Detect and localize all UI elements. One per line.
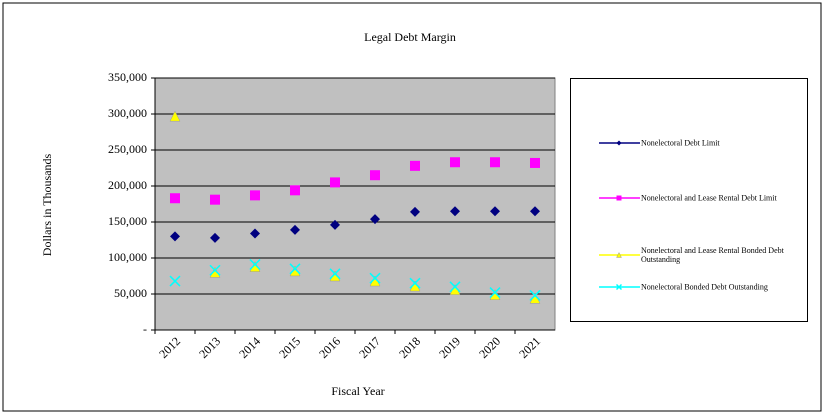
marker	[410, 160, 420, 171]
marker	[169, 275, 181, 287]
y-tick-label: 200,000	[108, 178, 147, 192]
marker	[615, 283, 623, 291]
chart-title: Legal Debt Margin	[364, 30, 456, 44]
marker	[490, 206, 500, 217]
legend-swatch	[599, 251, 640, 258]
marker	[530, 157, 540, 168]
y-tick-label: 50,000	[114, 286, 147, 300]
marker	[210, 232, 220, 243]
marker	[330, 177, 340, 188]
marker	[250, 228, 260, 239]
y-tick-label: 250,000	[108, 142, 147, 156]
marker	[409, 277, 421, 289]
marker	[616, 195, 622, 201]
marker	[410, 206, 420, 217]
marker	[290, 185, 300, 196]
y-axis-label: Dollars in Thousands	[40, 153, 54, 256]
y-tick-label: 300,000	[108, 106, 147, 120]
marker	[329, 268, 341, 280]
marker	[490, 157, 500, 168]
marker	[330, 219, 340, 230]
marker	[209, 264, 221, 276]
marker	[529, 289, 541, 301]
legend-swatch	[599, 140, 640, 146]
marker	[170, 193, 180, 204]
marker	[450, 206, 460, 217]
marker	[170, 231, 180, 242]
marker	[450, 157, 460, 168]
marker	[289, 263, 301, 275]
legend-label: Nonelectoral and Lease Rental Debt Limit	[641, 193, 777, 203]
legend-swatch	[599, 283, 640, 291]
y-tick-label: 100,000	[108, 250, 147, 264]
marker	[489, 287, 501, 299]
x-axis-label: Fiscal Year	[331, 384, 384, 398]
marker	[249, 258, 261, 271]
marker	[290, 224, 300, 235]
marker	[169, 110, 181, 122]
marker	[370, 170, 380, 181]
marker	[449, 281, 461, 293]
marker	[370, 214, 380, 225]
marker	[369, 272, 381, 284]
marker	[616, 140, 622, 146]
marker	[530, 206, 540, 217]
legend-label: Nonelectoral Debt Limit	[641, 138, 720, 148]
y-tick-label: -	[143, 322, 147, 336]
marker	[616, 251, 622, 258]
y-tick-label: 150,000	[108, 214, 147, 228]
y-tick-label: 350,000	[108, 70, 147, 84]
legend-swatch	[599, 195, 640, 201]
marker	[250, 190, 260, 201]
legend: Nonelectoral Debt Limit Nonelectoral and …	[570, 78, 808, 322]
marker	[210, 194, 220, 205]
legend-label: Nonelectoral and Lease Rental Bonded Deb…	[641, 246, 784, 264]
legend-label: Nonelectoral Bonded Debt Outstanding	[641, 282, 768, 292]
